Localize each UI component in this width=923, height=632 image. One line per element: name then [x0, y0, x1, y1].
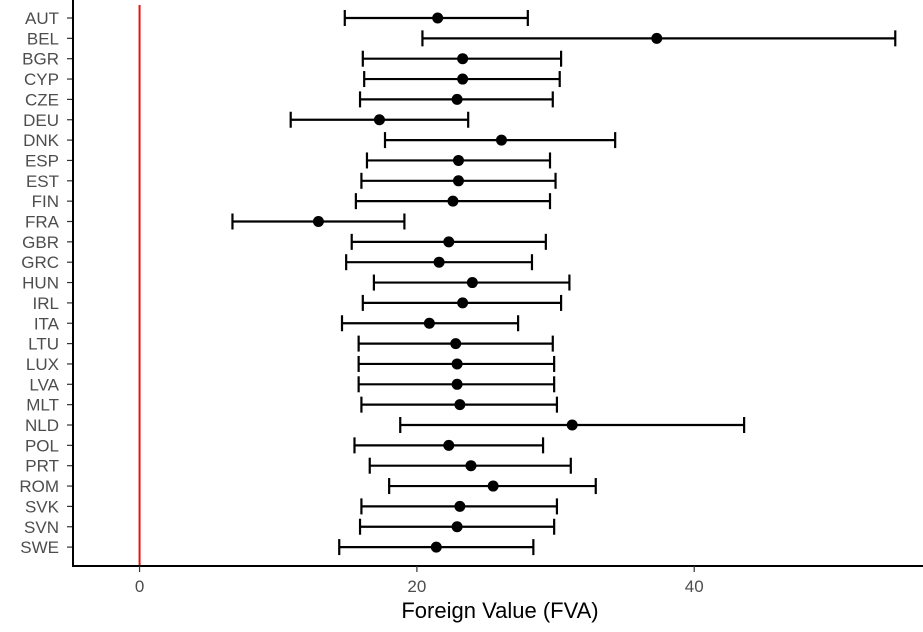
point-estimate — [433, 256, 445, 268]
point-estimate — [451, 93, 463, 105]
y-tick-label: GBR — [22, 233, 59, 252]
row-irl — [361, 294, 563, 311]
row-dnk — [383, 132, 617, 149]
row-ltu — [357, 335, 554, 352]
y-tick-label: LTU — [28, 335, 59, 354]
row-rom — [388, 478, 597, 495]
point-estimate — [443, 236, 455, 248]
plot-area — [138, 5, 897, 566]
y-tick-label: IRL — [33, 294, 59, 313]
point-estimate — [487, 480, 499, 492]
point-estimate — [450, 338, 462, 350]
y-tick-label: EST — [26, 172, 59, 191]
point-estimate — [451, 521, 463, 533]
point-estimate — [452, 154, 464, 166]
y-tick-label: ESP — [25, 151, 59, 170]
point-estimate — [451, 358, 463, 370]
y-tick-label: BGR — [22, 50, 59, 69]
row-est — [360, 172, 557, 189]
point-estimate — [466, 277, 478, 289]
row-esp — [365, 152, 552, 169]
y-tick-label: AUT — [25, 9, 59, 28]
row-bgr — [361, 50, 563, 67]
point-estimate — [430, 541, 442, 553]
point-estimate — [312, 216, 324, 227]
row-lux — [357, 355, 556, 372]
x-axis-title: Foreign Value (FVA) — [401, 598, 598, 623]
point-estimate — [454, 500, 466, 512]
row-deu — [289, 111, 470, 128]
row-svn — [358, 518, 556, 535]
y-tick-label: PRT — [25, 457, 59, 476]
row-grc — [345, 254, 534, 271]
x-tick-label: 0 — [135, 577, 144, 596]
row-gbr — [350, 233, 547, 250]
y-tick-label: ITA — [34, 314, 60, 333]
y-tick-label: BEL — [27, 29, 59, 48]
point-estimate — [457, 53, 469, 65]
y-tick-label: CZE — [25, 90, 59, 109]
row-lva — [357, 376, 556, 393]
point-estimate — [451, 378, 463, 390]
point-estimate — [423, 317, 435, 329]
row-fin — [354, 193, 552, 210]
y-tick-label: FIN — [32, 192, 59, 211]
row-prt — [368, 457, 572, 474]
point-estimate — [432, 12, 444, 24]
y-tick-label: HUN — [22, 274, 59, 293]
y-tick-label: NLD — [25, 416, 59, 435]
y-tick-label: SVK — [25, 497, 60, 516]
row-cze — [358, 91, 554, 108]
y-tick-label: SWE — [20, 538, 59, 557]
x-tick-label: 40 — [685, 577, 704, 596]
row-svk — [360, 498, 559, 515]
y-tick-label: LVA — [29, 375, 59, 394]
point-estimate — [651, 32, 663, 44]
row-mlt — [360, 396, 559, 413]
point-estimate — [454, 399, 466, 411]
point-estimate — [495, 134, 507, 146]
row-ita — [340, 315, 520, 332]
y-tick-label: POL — [25, 436, 59, 455]
y-tick-label: FRA — [25, 213, 60, 232]
y-tick-label: DEU — [23, 111, 59, 130]
point-estimate — [443, 439, 455, 451]
point-estimate — [457, 297, 469, 309]
point-estimate — [447, 195, 459, 207]
y-tick-label: ROM — [19, 477, 59, 496]
point-estimate — [452, 175, 464, 187]
y-tick-label: MLT — [26, 396, 59, 415]
row-cyp — [363, 71, 561, 88]
row-bel — [421, 30, 897, 47]
row-hun — [372, 274, 571, 291]
row-fra — [231, 213, 406, 230]
x-tick-label: 20 — [407, 577, 426, 596]
row-swe — [338, 539, 535, 556]
row-nld — [399, 417, 746, 433]
y-tick-label: CYP — [24, 70, 59, 89]
y-tick-label: SVN — [24, 518, 59, 537]
row-aut — [343, 10, 529, 26]
point-estimate — [457, 73, 469, 85]
y-tick-label: GRC — [21, 253, 59, 272]
point-estimate — [465, 460, 477, 472]
y-tick-label: LUX — [26, 355, 59, 374]
point-estimate — [566, 419, 578, 431]
y-tick-label: DNK — [23, 131, 60, 150]
point-estimate — [373, 114, 385, 126]
row-pol — [353, 437, 545, 454]
